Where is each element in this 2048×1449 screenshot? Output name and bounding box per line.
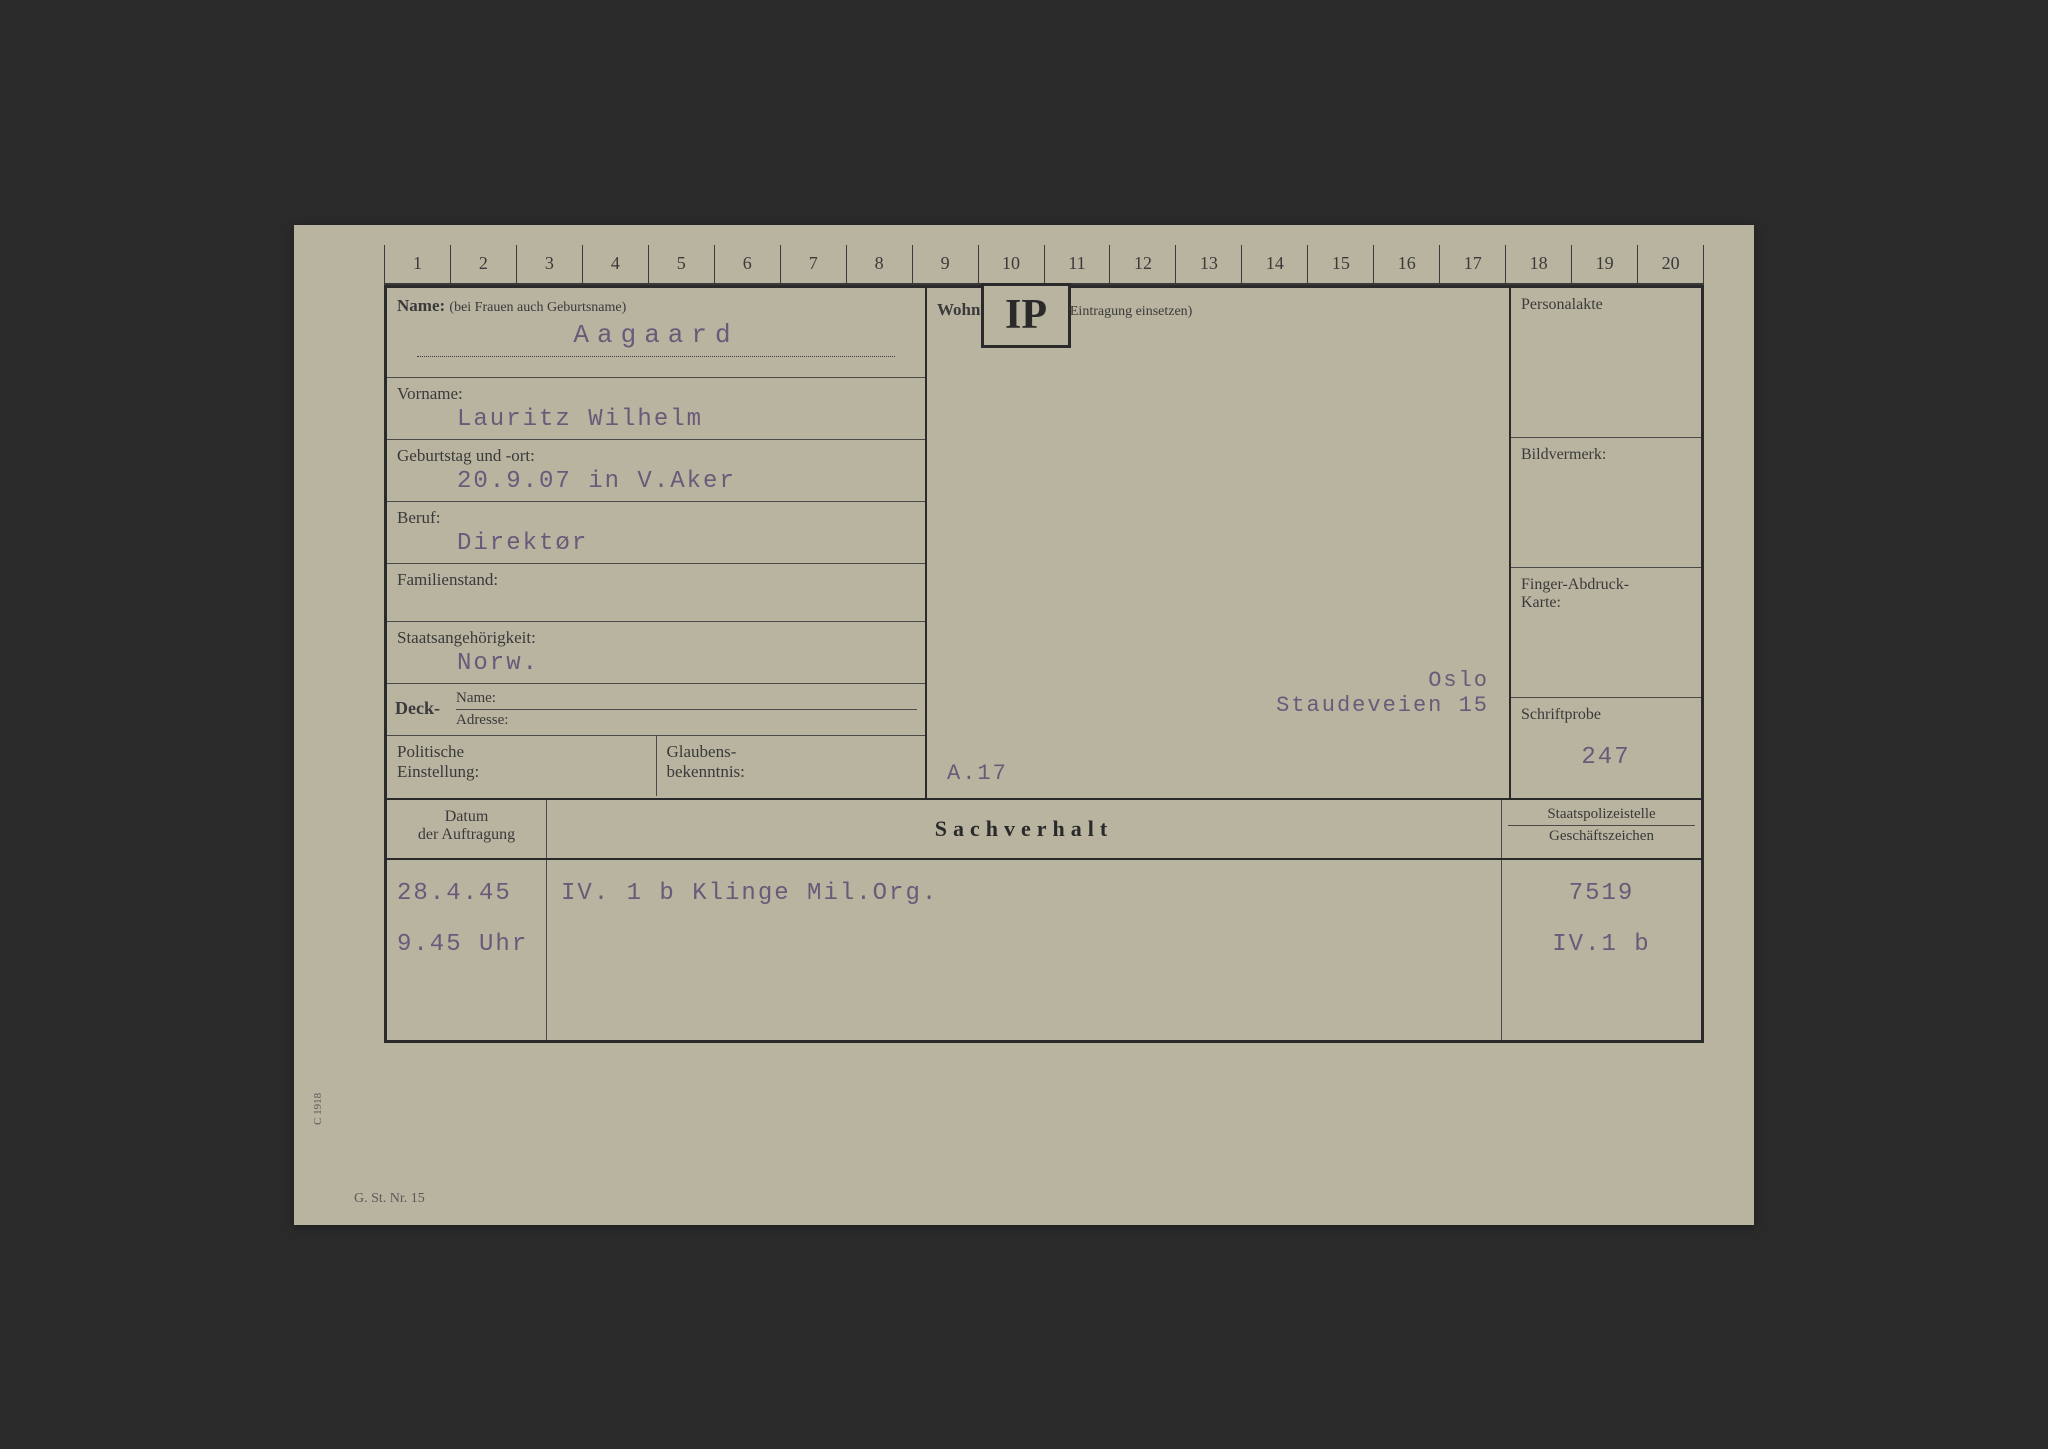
label-staats: Staatsangehörigkeit: <box>397 628 915 648</box>
label-datum: Datum der Auftragung <box>387 800 547 858</box>
ruler-tick: 2 <box>450 245 516 283</box>
value-wohnung-city: Oslo <box>1276 668 1489 693</box>
ruler-tick: 19 <box>1571 245 1637 283</box>
label-sachverhalt: Sachverhalt <box>547 800 1501 858</box>
ruler-scale: 1234567891011121314151617181920 <box>384 245 1704 285</box>
value-datum-2: 9.45 Uhr <box>397 931 536 958</box>
ruler-tick: 12 <box>1109 245 1175 283</box>
ruler-tick: 1 <box>384 245 450 283</box>
ruler-tick: 6 <box>714 245 780 283</box>
ruler-tick: 4 <box>582 245 648 283</box>
ruler-tick: 14 <box>1241 245 1307 283</box>
field-schriftprobe: Schriftprobe 247 <box>1511 698 1701 798</box>
ruler-tick: 20 <box>1637 245 1704 283</box>
value-wohnung-street: Staudeveien 15 <box>1276 693 1489 718</box>
field-beruf: Beruf: Direktør <box>387 502 925 564</box>
label-vorname: Vorname: <box>397 384 915 404</box>
sach-datum-col: 28.4.45 9.45 Uhr <box>387 860 547 1040</box>
field-staats: Staatsangehörigkeit: Norw. <box>387 622 925 684</box>
label-bildvermerk: Bildvermerk: <box>1511 438 1701 568</box>
label-familienstand: Familienstand: <box>397 570 915 590</box>
middle-column: Wohnung: (Zeit der Eintragung einsetzen)… <box>927 288 1511 798</box>
ruler-tick: 18 <box>1505 245 1571 283</box>
index-card: 1234567891011121314151617181920 IP Name:… <box>294 225 1754 1225</box>
ruler-tick: 5 <box>648 245 714 283</box>
label-glaubens: Glaubens- bekenntnis: <box>667 742 916 782</box>
ruler-tick: 3 <box>516 245 582 283</box>
value-ref-2: IV.1 b <box>1512 931 1691 958</box>
main-frame: IP Name: (bei Frauen auch Geburtsname) A… <box>384 285 1704 1043</box>
value-geburtstag: 20.9.07 in V.Aker <box>457 468 915 495</box>
label-geburtstag: Geburtstag und -ort: <box>397 446 915 466</box>
label-schriftprobe: Schriftprobe <box>1521 706 1601 723</box>
ruler-tick: 15 <box>1307 245 1373 283</box>
ruler-tick: 17 <box>1439 245 1505 283</box>
side-code: C 1918 <box>312 1092 324 1124</box>
label-politische: Politische Einstellung: <box>397 742 646 782</box>
ip-badge: IP <box>981 283 1071 348</box>
sachverhalt-header: Datum der Auftragung Sachverhalt Staatsp… <box>387 800 1701 860</box>
sach-ref-col: 7519 IV.1 b <box>1501 860 1701 1040</box>
sach-content-col: IV. 1 b Klinge Mil.Org. <box>547 860 1501 1040</box>
ruler-tick: 16 <box>1373 245 1439 283</box>
sachverhalt-body: 28.4.45 9.45 Uhr IV. 1 b Klinge Mil.Org.… <box>387 860 1701 1040</box>
field-deck: Deck- Name: Adresse: <box>387 684 925 736</box>
form-number: G. St. Nr. 15 <box>354 1191 425 1207</box>
label-beruf: Beruf: <box>397 508 915 528</box>
value-wohnung-code: A.17 <box>947 761 1008 786</box>
label-deck-name: Name: <box>456 688 917 710</box>
value-staats: Norw. <box>457 650 915 677</box>
label-deck: Deck- <box>387 684 448 735</box>
value-datum-1: 28.4.45 <box>397 880 536 907</box>
field-vorname: Vorname: Lauritz Wilhelm <box>387 378 925 440</box>
label-staatspolizei-geschaeftszeichen: Staatspolizeistelle Geschäftszeichen <box>1501 800 1701 858</box>
label-personalakte: Personalakte <box>1511 288 1701 438</box>
value-vorname: Lauritz Wilhelm <box>457 406 915 433</box>
ruler-tick: 7 <box>780 245 846 283</box>
ruler-tick: 10 <box>978 245 1044 283</box>
value-ref-1: 7519 <box>1512 880 1691 907</box>
label-name: Name: (bei Frauen auch Geburtsname) <box>397 296 626 315</box>
field-geburtstag: Geburtstag und -ort: 20.9.07 in V.Aker <box>387 440 925 502</box>
value-sach-1: IV. 1 b Klinge Mil.Org. <box>561 880 1487 907</box>
field-name: Name: (bei Frauen auch Geburtsname) Aaga… <box>387 288 925 378</box>
ruler-tick: 11 <box>1044 245 1110 283</box>
ruler-tick: 8 <box>846 245 912 283</box>
top-section: Name: (bei Frauen auch Geburtsname) Aaga… <box>387 288 1701 800</box>
value-beruf: Direktør <box>457 530 915 557</box>
field-politische-glaubens: Politische Einstellung: Glaubens- bekenn… <box>387 736 925 796</box>
value-name: Aagaard <box>417 320 895 350</box>
ruler-tick: 9 <box>912 245 978 283</box>
ruler-tick: 13 <box>1175 245 1241 283</box>
left-column: Name: (bei Frauen auch Geburtsname) Aaga… <box>387 288 927 798</box>
label-deck-adresse: Adresse: <box>456 710 917 731</box>
right-column: Personalakte Bildvermerk: Finger-Abdruck… <box>1511 288 1701 798</box>
value-schriftprobe: 247 <box>1521 744 1691 771</box>
label-fingerabdruck: Finger-Abdruck- Karte: <box>1511 568 1701 698</box>
field-familienstand: Familienstand: <box>387 564 925 622</box>
